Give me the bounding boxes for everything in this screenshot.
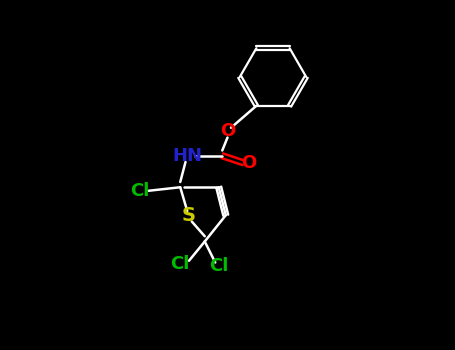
Text: O: O: [220, 122, 235, 140]
Text: Cl: Cl: [130, 182, 150, 200]
Text: HN: HN: [172, 147, 202, 165]
Text: O: O: [241, 154, 256, 172]
Text: Cl: Cl: [171, 255, 190, 273]
Text: Cl: Cl: [209, 257, 228, 275]
Text: S: S: [182, 206, 196, 225]
